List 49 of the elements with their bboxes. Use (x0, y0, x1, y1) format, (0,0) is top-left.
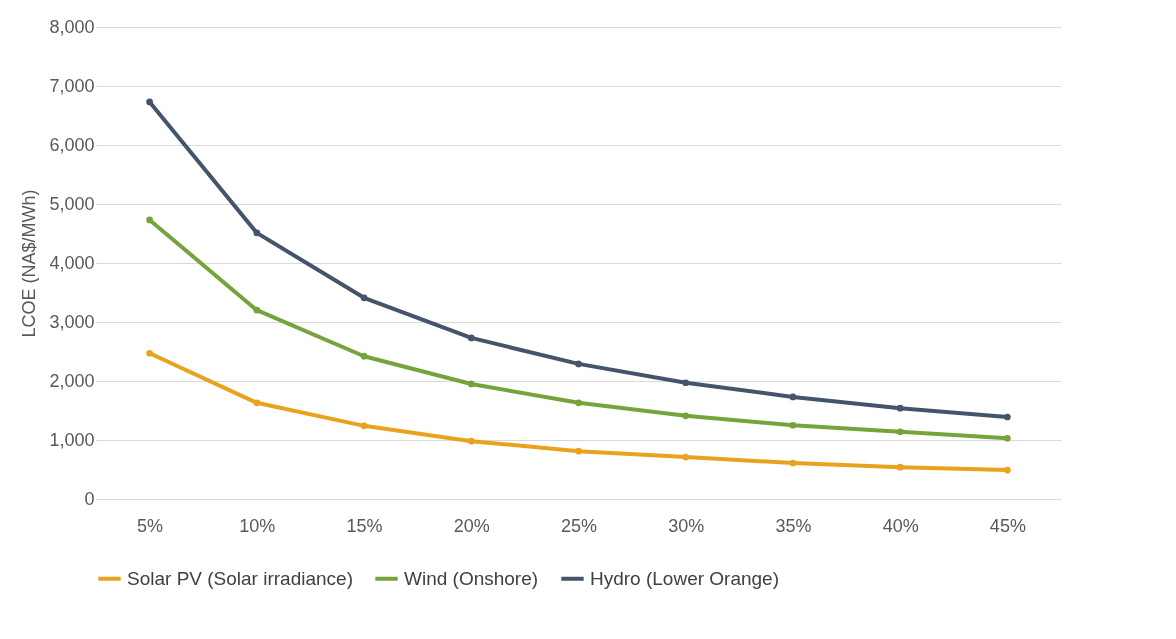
point (682, 412, 690, 420)
x-tick-label: 15% (346, 515, 383, 536)
point (1004, 434, 1011, 442)
point (682, 379, 690, 387)
point (789, 393, 797, 401)
point (896, 404, 904, 412)
y-tick-label: 2,000 (49, 370, 95, 391)
point (467, 380, 475, 388)
x-tick-label: 20% (453, 515, 490, 536)
point (896, 428, 904, 436)
point (360, 352, 368, 360)
y-tick-label: 4,000 (49, 252, 95, 273)
point (253, 306, 261, 314)
point (789, 421, 797, 429)
point (253, 399, 261, 407)
point (360, 294, 368, 302)
point (146, 98, 153, 106)
point (575, 399, 582, 407)
legend-label: Wind (Onshore) (404, 567, 539, 589)
point (467, 437, 475, 445)
x-tick-label: 40% (882, 515, 919, 536)
y-tick-label: 1,000 (49, 429, 95, 450)
y-tick-label: 7,000 (49, 75, 95, 96)
point (146, 349, 153, 357)
legend-label: Hydro (Lower Orange) (590, 567, 780, 589)
y-tick-label: 3,000 (49, 311, 95, 332)
y-tick-label: 5,000 (49, 193, 95, 214)
x-tick-label: 10% (239, 515, 276, 536)
x-tick-label: 5% (137, 515, 164, 536)
legend-label: Solar PV (Solar irradiance) (127, 567, 353, 589)
point (146, 216, 153, 224)
point (575, 447, 582, 455)
point (1004, 466, 1011, 474)
x-tick-label: 25% (560, 515, 598, 536)
x-tick-label: 35% (775, 515, 812, 536)
point (253, 229, 261, 237)
y-tick-label: 8,000 (49, 16, 95, 37)
y-tick-label: 0 (84, 488, 95, 509)
point (360, 422, 368, 430)
point (682, 453, 690, 461)
point (896, 463, 904, 471)
x-tick-label: 30% (668, 515, 705, 536)
point (789, 459, 797, 467)
x-tick-label: 45% (989, 515, 1026, 536)
y-tick-label: 6,000 (49, 134, 95, 155)
point (575, 360, 582, 368)
point (467, 334, 475, 342)
point (1004, 413, 1011, 421)
y-axis-title: LCOE (NA$/MWh) (19, 189, 40, 338)
